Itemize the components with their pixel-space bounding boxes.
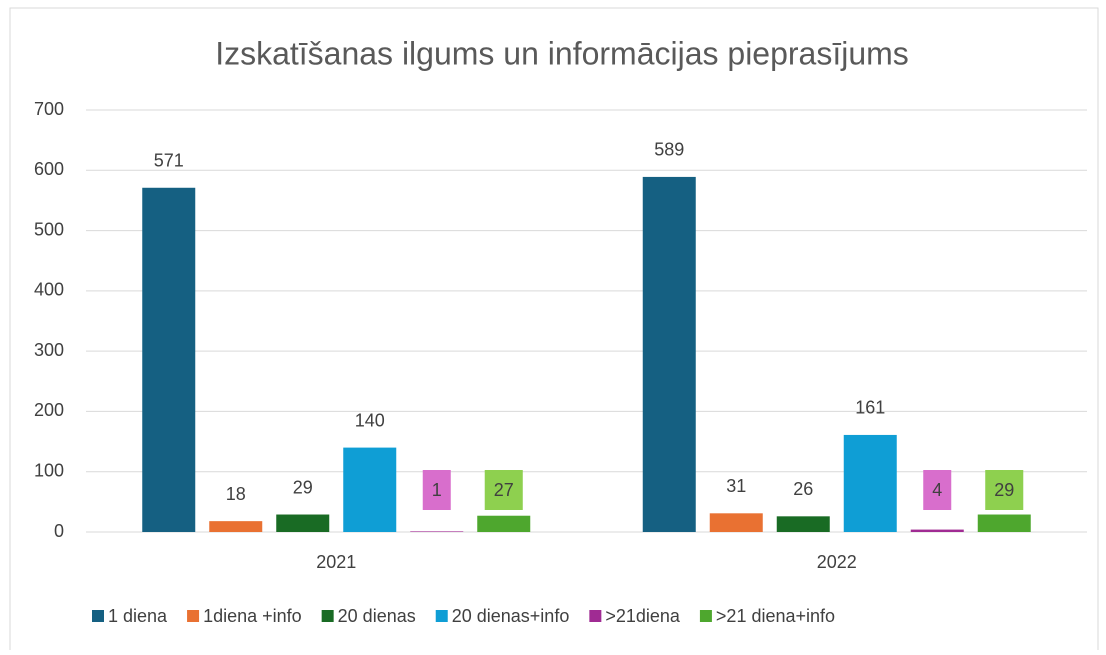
data-label-box xyxy=(985,470,1024,510)
legend-swatch xyxy=(589,610,602,622)
data-label: 31 xyxy=(726,476,746,496)
x-tick-label: 2022 xyxy=(817,552,857,572)
y-tick-label: 700 xyxy=(34,99,64,119)
data-label: 29 xyxy=(293,477,313,497)
bar xyxy=(477,515,531,532)
legend-swatch xyxy=(92,610,104,622)
data-label: 27 xyxy=(494,480,514,500)
legend-label: 1 diena xyxy=(108,606,168,626)
bar xyxy=(343,447,397,532)
data-label: 140 xyxy=(355,410,385,430)
legend-swatch xyxy=(699,610,712,622)
bar xyxy=(776,516,830,532)
legend-label: 20 dienas xyxy=(338,606,416,626)
bar xyxy=(142,187,196,533)
legend-swatch xyxy=(187,610,200,622)
bar xyxy=(642,176,696,532)
legend-swatch xyxy=(321,610,334,622)
data-label: 4 xyxy=(932,480,942,500)
data-label: 571 xyxy=(154,151,184,171)
data-label: 589 xyxy=(654,140,684,160)
legend-label: 1diena +info xyxy=(203,606,302,626)
bar xyxy=(843,434,897,532)
y-tick-label: 600 xyxy=(34,159,64,179)
y-tick-label: 300 xyxy=(34,340,64,360)
data-label: 29 xyxy=(994,480,1014,500)
bar xyxy=(709,513,763,532)
legend-swatch xyxy=(435,610,448,622)
data-label: 1 xyxy=(432,480,442,500)
bar xyxy=(910,529,964,532)
y-tick-label: 500 xyxy=(34,219,64,239)
data-label: 26 xyxy=(793,479,813,499)
legend-label: 20 dienas+info xyxy=(452,606,570,626)
chart-title: Izskatīšanas ilgums un informācijas piep… xyxy=(215,35,909,71)
data-label-box xyxy=(923,470,952,510)
data-label: 18 xyxy=(226,484,246,504)
data-label-box xyxy=(422,470,451,510)
bar xyxy=(276,514,330,532)
y-tick-label: 400 xyxy=(34,280,64,300)
legend-label: >21 diena+info xyxy=(716,606,835,626)
bar xyxy=(977,514,1031,532)
legend-label: >21diena xyxy=(605,606,681,626)
y-tick-label: 200 xyxy=(34,400,64,420)
data-label-box xyxy=(484,470,523,510)
bar xyxy=(410,531,464,532)
bar xyxy=(209,521,263,532)
y-tick-label: 0 xyxy=(54,521,64,541)
data-label: 161 xyxy=(855,398,885,418)
x-tick-label: 2021 xyxy=(316,552,356,572)
y-tick-label: 100 xyxy=(34,460,64,480)
